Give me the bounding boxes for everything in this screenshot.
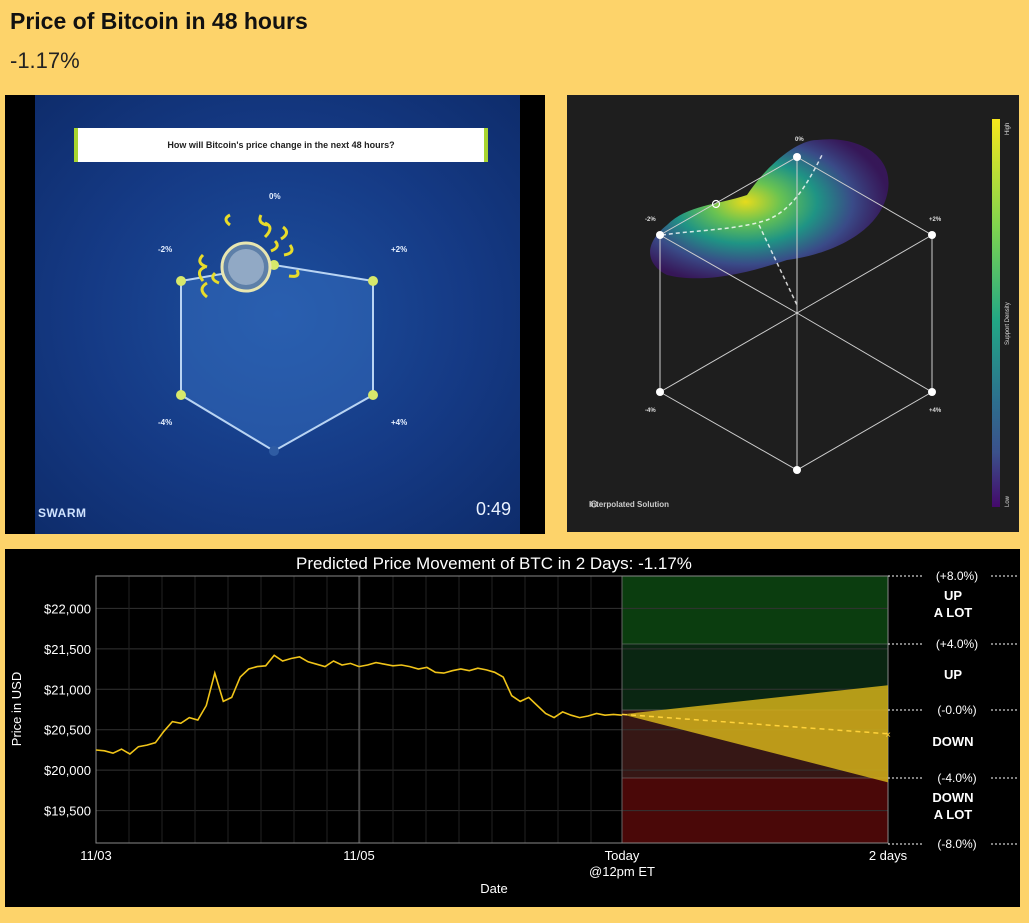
price-chart: Predicted Price Movement of BTC in 2 Day… (9, 554, 1019, 896)
swarm-hexagon (176, 213, 378, 456)
swarm-timer: 0:49 (475, 499, 511, 519)
y-axis-label: Price in USD (9, 672, 24, 746)
zone-label: UP (944, 588, 962, 603)
zone-0 (622, 576, 888, 644)
swarm-brand: SWARM (38, 506, 87, 520)
zone-label: A LOT (934, 807, 973, 822)
x-tick-label: Today (605, 848, 640, 863)
zone-label: DOWN (932, 734, 973, 749)
swarm-node-right-top (368, 276, 378, 286)
y-tick-label: $19,500 (44, 804, 91, 819)
density-caption: Interpolated Solution (589, 500, 669, 509)
density-legend-bar (992, 119, 1000, 507)
density-label-top: 0% (795, 137, 804, 143)
density-label-left-top: -2% (645, 217, 656, 223)
y-tick-label: $21,000 (44, 682, 91, 697)
density-puck-marker (711, 199, 721, 209)
zone-label: UP (944, 667, 962, 682)
y-tick-label: $22,000 (44, 601, 91, 616)
swarm-label-right-top: +2% (391, 245, 408, 254)
density-label-left-bottom: -4% (645, 408, 656, 414)
density-plot (590, 139, 936, 508)
swarm-node-top (269, 260, 279, 270)
boundary-label: (+8.0%) (936, 569, 978, 583)
price-line (95, 654, 623, 755)
y-tick-label: $20,000 (44, 763, 91, 778)
forecast-end-marker: × (885, 730, 891, 741)
zone-label: DOWN (932, 790, 973, 805)
swarm-node-bottom (269, 446, 279, 456)
legend-title: Support Density (1005, 302, 1011, 345)
swarm-node-left-bottom (176, 390, 186, 400)
density-blob (650, 139, 889, 279)
y-tick-label: $21,500 (44, 642, 91, 657)
legend-low: Low (1005, 495, 1011, 507)
boundary-label: (-8.0%) (937, 837, 976, 851)
boundary-label: (+4.0%) (936, 637, 978, 651)
density-panel: 0% -2% +2% -4% +4% Interpolated Solution… (567, 95, 1019, 532)
density-label-right-top: +2% (929, 217, 942, 223)
x-tick-label: 11/05 (343, 848, 375, 863)
swarm-node-left-top (176, 276, 186, 286)
page-title: Price of Bitcoin in 48 hours (10, 8, 308, 34)
density-label-right-bottom: +4% (929, 408, 942, 414)
swarm-label-top: 0% (269, 192, 281, 201)
chart-panel: Predicted Price Movement of BTC in 2 Day… (5, 549, 1020, 907)
swarm-label-left-bottom: -4% (158, 418, 173, 427)
swarm-label-right-bottom: +4% (391, 418, 408, 427)
zone-label: A LOT (934, 605, 973, 620)
x-tick-label: 2 days (869, 848, 908, 863)
boundary-label: (-0.0%) (937, 703, 976, 717)
forecast-cone (622, 685, 888, 783)
boundary-label: (-4.0%) (937, 771, 976, 785)
x-tick-label: @12pm ET (589, 864, 655, 879)
swarm-question: How will Bitcoin's price change in the n… (74, 128, 488, 162)
swarm-hex-board[interactable]: How will Bitcoin's price change in the n… (35, 95, 520, 534)
swarm-node-right-bottom (368, 390, 378, 400)
swarm-label-left-top: -2% (158, 245, 173, 254)
chart-title: Predicted Price Movement of BTC in 2 Day… (296, 554, 692, 573)
swarm-hex-fill (181, 265, 373, 451)
swarm-panel: How will Bitcoin's price change in the n… (5, 95, 545, 534)
y-tick-label: $20,500 (44, 723, 91, 738)
x-tick-label: 11/03 (80, 848, 112, 863)
legend-high: High (1005, 122, 1011, 135)
predicted-change: -1.17% (10, 48, 80, 73)
swarm-magnets (198, 213, 300, 299)
density-nodes (656, 153, 936, 474)
x-axis-label: Date (480, 881, 507, 896)
